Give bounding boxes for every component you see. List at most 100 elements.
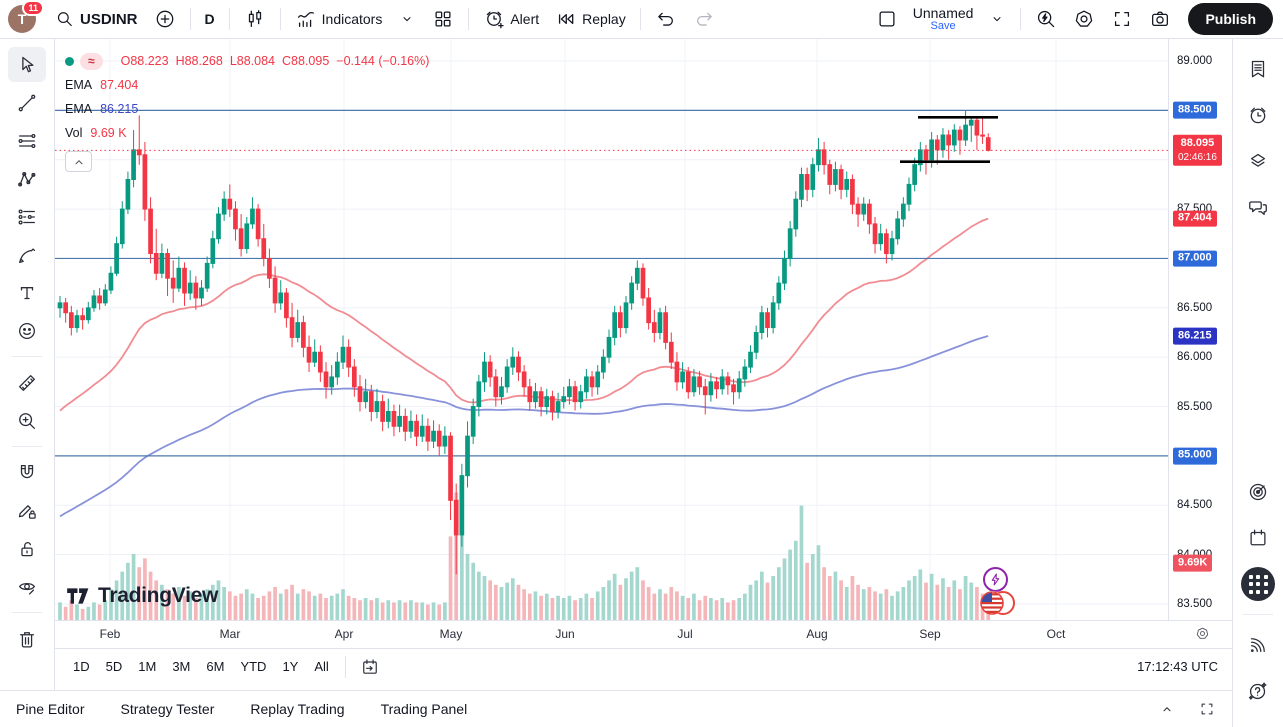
save-link[interactable]: Save <box>930 19 956 32</box>
time-axis[interactable]: Feb Mar Apr May Jun Jul Aug Sep Oct <box>55 620 1232 648</box>
range-6m-button[interactable]: 6M <box>198 655 232 678</box>
month-label: Jul <box>677 627 693 641</box>
symbol-legend-row[interactable]: ≈ O88.223 H88.268 L88.084 C88.095 −0.144 (−0… <box>65 49 436 73</box>
hline-price-badge: 85.000 <box>1173 447 1217 465</box>
candles-icon <box>244 8 266 30</box>
layout-name: Unnamed <box>912 4 974 21</box>
text-tool-button[interactable] <box>8 275 46 310</box>
measure-tool-button[interactable] <box>8 365 46 400</box>
toolbar-divider <box>468 8 470 30</box>
emoji-tool-icon <box>16 320 38 342</box>
ema-label: EMA <box>65 102 93 116</box>
fullscreen-button[interactable] <box>1104 4 1140 34</box>
panel-expand-chevron-icon[interactable] <box>1158 700 1176 718</box>
lock-all-drawings-button[interactable] <box>8 531 46 566</box>
chart-style-button[interactable] <box>237 4 273 34</box>
watchlist-button[interactable] <box>1240 51 1276 87</box>
apps-grid-button[interactable] <box>1240 566 1276 602</box>
help-button[interactable] <box>1240 673 1276 709</box>
long-short-position-tool-button[interactable] <box>8 199 46 234</box>
indicators-label: Indicators <box>321 11 383 27</box>
snapshot-button[interactable] <box>1142 4 1178 34</box>
ema-legend-row[interactable]: EMA 87.404 <box>65 73 436 97</box>
legend-collapse-button[interactable] <box>65 151 92 172</box>
market-status-pill[interactable]: ≈ <box>80 52 103 70</box>
alerts-panel-button[interactable] <box>1240 97 1276 133</box>
quick-search-button[interactable] <box>1028 4 1064 34</box>
price-chart-canvas[interactable] <box>55 39 1168 620</box>
interval-button[interactable]: D <box>198 7 222 31</box>
go-to-date-button[interactable] <box>354 654 386 680</box>
emoji-tool-button[interactable] <box>8 313 46 348</box>
redo-icon <box>693 8 715 30</box>
search-icon <box>55 9 75 29</box>
range-3m-button[interactable]: 3M <box>164 655 198 678</box>
broadcasts-button[interactable] <box>1240 627 1276 663</box>
cursor-tool-button[interactable] <box>8 47 46 82</box>
tab-trading-panel[interactable]: Trading Panel <box>380 701 468 717</box>
compare-add-symbol-button[interactable] <box>147 4 183 34</box>
indicator-templates-button[interactable] <box>425 4 461 34</box>
chart-settings-button[interactable] <box>1066 4 1102 34</box>
bar-replay-button[interactable]: Replay <box>548 4 633 34</box>
price-tick-label: 84.500 <box>1177 499 1213 512</box>
symbol-search-button[interactable]: USDINR <box>48 5 145 33</box>
toolbar-divider <box>12 612 42 613</box>
hide-all-drawings-icon <box>16 576 38 598</box>
price-axis[interactable]: 89.00088.50088.00087.50087.00086.50086.0… <box>1168 39 1232 620</box>
zoom-in-tool-button[interactable] <box>8 403 46 438</box>
tab-replay-trading[interactable]: Replay Trading <box>250 701 345 717</box>
stay-in-drawing-mode-button[interactable] <box>8 493 46 528</box>
indicators-dropdown-button[interactable] <box>391 6 423 32</box>
redo-button[interactable] <box>686 4 722 34</box>
tab-strategy-tester[interactable]: Strategy Tester <box>120 701 215 717</box>
layout-select-button[interactable] <box>869 4 905 34</box>
object-tree-icon <box>1247 150 1269 172</box>
hide-all-drawings-button[interactable] <box>8 569 46 604</box>
range-all-button[interactable]: All <box>306 655 336 678</box>
create-alert-button[interactable]: Alert <box>476 4 546 34</box>
toolbar-divider <box>12 446 42 447</box>
range-1d-button[interactable]: 1D <box>65 655 98 678</box>
indicators-button[interactable]: Indicators <box>288 4 390 34</box>
axis-settings-gear-icon[interactable] <box>1195 626 1210 641</box>
brush-tool-button[interactable] <box>8 237 46 272</box>
layout-dropdown-button[interactable] <box>981 6 1013 32</box>
object-tree-button[interactable] <box>1240 143 1276 179</box>
undo-button[interactable] <box>648 4 684 34</box>
calendar-panel-button[interactable] <box>1240 520 1276 556</box>
range-5d-button[interactable]: 5D <box>98 655 131 678</box>
remove-objects-icon <box>16 628 38 650</box>
text-tool-icon <box>16 282 38 304</box>
screener-button[interactable] <box>1240 474 1276 510</box>
zoom-in-tool-icon <box>16 410 38 432</box>
xabcd-pattern-tool-button[interactable] <box>8 161 46 196</box>
range-1m-button[interactable]: 1M <box>130 655 164 678</box>
save-layout-button[interactable]: Unnamed Save <box>907 4 980 34</box>
utc-clock[interactable]: 17:12:43 UTC <box>1137 659 1218 674</box>
usd-inr-flag-icons <box>979 590 1019 616</box>
gear-icon <box>1073 8 1095 30</box>
volume-legend-row[interactable]: Vol 9.69 K <box>65 121 436 145</box>
remove-objects-button[interactable] <box>8 621 46 656</box>
chats-button[interactable] <box>1240 189 1276 225</box>
user-menu-button[interactable]: T 11 <box>8 0 44 33</box>
fullscreen-icon <box>1111 8 1133 30</box>
panel-maximize-icon[interactable] <box>1198 700 1216 718</box>
alert-clock-icon <box>483 8 505 30</box>
high-value: H88.268 <box>175 54 223 68</box>
range-1y-button[interactable]: 1Y <box>274 655 306 678</box>
range-ytd-button[interactable]: YTD <box>232 655 274 678</box>
watchlist-icon <box>1247 58 1269 80</box>
fib-retracement-tool-button[interactable] <box>8 123 46 158</box>
price-tick-label: 85.500 <box>1177 400 1213 413</box>
ema-legend-row[interactable]: EMA 86.215 <box>65 97 436 121</box>
tab-pine-editor[interactable]: Pine Editor <box>16 701 85 717</box>
magnet-mode-button[interactable] <box>8 455 46 490</box>
publish-button[interactable]: Publish <box>1188 3 1273 35</box>
drawing-toolbar <box>0 39 55 690</box>
trend-line-tool-button[interactable] <box>8 85 46 120</box>
toolbar-divider <box>189 8 191 30</box>
month-label: Feb <box>99 627 121 641</box>
volume-value: 9.69 K <box>90 126 127 140</box>
